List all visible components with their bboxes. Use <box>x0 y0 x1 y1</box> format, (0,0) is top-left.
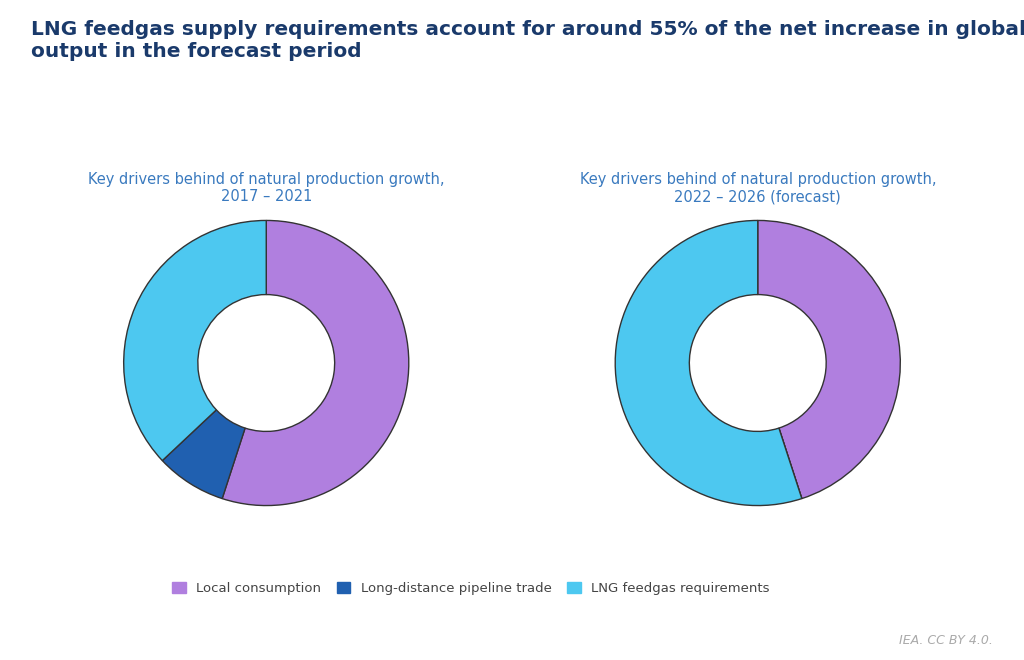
Text: LNG feedgas supply requirements account for around 55% of the net increase in gl: LNG feedgas supply requirements account … <box>31 20 1024 61</box>
Text: Key drivers behind of natural production growth,
2017 – 2021: Key drivers behind of natural production… <box>88 172 444 204</box>
Wedge shape <box>163 410 245 498</box>
Text: IEA. CC BY 4.0.: IEA. CC BY 4.0. <box>899 634 993 647</box>
Wedge shape <box>222 220 409 506</box>
Wedge shape <box>758 220 900 498</box>
Wedge shape <box>779 428 802 498</box>
Text: Key drivers behind of natural production growth,
2022 – 2026 (forecast): Key drivers behind of natural production… <box>580 172 936 204</box>
Legend: Local consumption, Long-distance pipeline trade, LNG feedgas requirements: Local consumption, Long-distance pipelin… <box>167 577 775 601</box>
Wedge shape <box>124 220 266 461</box>
Wedge shape <box>615 220 802 506</box>
